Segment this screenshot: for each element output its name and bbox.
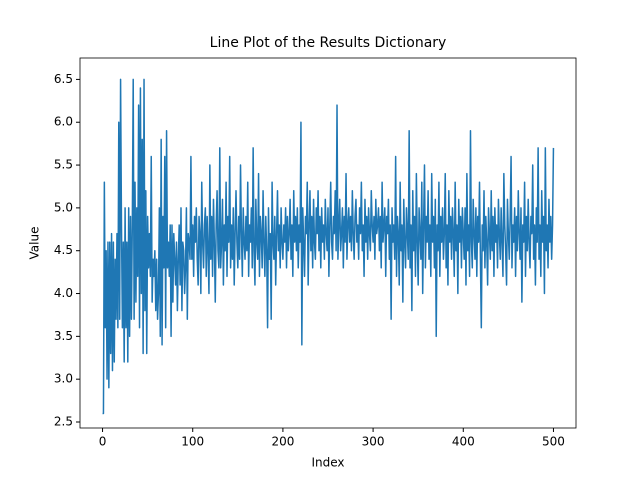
y-tick-label: 6.0	[54, 115, 73, 129]
y-tick-label: 2.5	[54, 415, 73, 429]
y-tick-label: 4.0	[54, 286, 73, 300]
x-tick-label: 200	[271, 435, 294, 449]
y-tick-label: 6.5	[54, 72, 73, 86]
y-tick-label: 5.5	[54, 158, 73, 172]
y-axis-label: Value	[28, 227, 42, 260]
y-tick-label: 4.5	[54, 243, 73, 257]
plot-frame	[79, 57, 577, 429]
x-tick-label: 300	[362, 435, 385, 449]
x-tick-label: 100	[181, 435, 204, 449]
x-tick-label: 0	[99, 435, 107, 449]
y-tick-label: 3.0	[54, 372, 73, 386]
y-tick-label: 3.5	[54, 329, 73, 343]
x-axis-label: Index	[311, 456, 344, 470]
x-tick-label: 500	[542, 435, 565, 449]
chart-title: Line Plot of the Results Dictionary	[210, 35, 447, 51]
data-line	[102, 78, 555, 415]
x-tick-label: 400	[452, 435, 475, 449]
y-tick-label: 5.0	[54, 200, 73, 214]
